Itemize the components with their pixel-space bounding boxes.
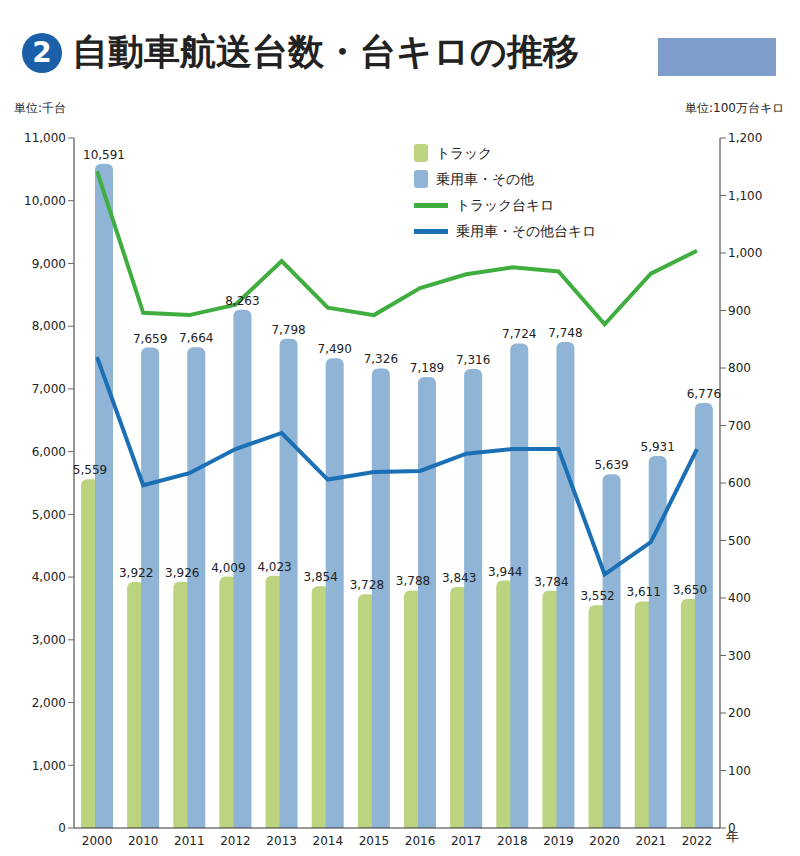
- svg-text:1,000: 1,000: [728, 246, 762, 260]
- svg-text:2,000: 2,000: [32, 696, 66, 710]
- svg-text:11,000: 11,000: [24, 131, 66, 145]
- svg-text:900: 900: [728, 304, 751, 318]
- svg-text:2012: 2012: [220, 834, 251, 848]
- svg-text:5,559: 5,559: [73, 463, 107, 477]
- svg-text:2014: 2014: [313, 834, 344, 848]
- svg-text:3,611: 3,611: [627, 585, 661, 599]
- svg-text:300: 300: [728, 649, 751, 663]
- svg-text:700: 700: [728, 419, 751, 433]
- svg-text:600: 600: [728, 476, 751, 490]
- svg-text:2017: 2017: [451, 834, 482, 848]
- svg-text:800: 800: [728, 361, 751, 375]
- svg-text:2018: 2018: [497, 834, 528, 848]
- svg-text:2015: 2015: [359, 834, 390, 848]
- svg-text:2013: 2013: [266, 834, 297, 848]
- svg-text:2020: 2020: [589, 834, 620, 848]
- svg-text:2011: 2011: [174, 834, 205, 848]
- svg-text:1,100: 1,100: [728, 189, 762, 203]
- svg-text:2022: 2022: [682, 834, 713, 848]
- svg-text:3,000: 3,000: [32, 633, 66, 647]
- svg-text:400: 400: [728, 591, 751, 605]
- svg-text:1,200: 1,200: [728, 131, 762, 145]
- svg-text:3,926: 3,926: [165, 566, 199, 580]
- svg-text:7,000: 7,000: [32, 382, 66, 396]
- svg-text:7,664: 7,664: [179, 331, 213, 345]
- svg-text:5,639: 5,639: [594, 458, 628, 472]
- svg-text:3,552: 3,552: [580, 589, 614, 603]
- svg-text:7,326: 7,326: [364, 352, 398, 366]
- svg-text:0: 0: [58, 821, 66, 835]
- svg-text:10,591: 10,591: [83, 148, 125, 162]
- svg-text:0: 0: [728, 821, 736, 835]
- svg-text:3,784: 3,784: [534, 575, 568, 589]
- svg-text:3,922: 3,922: [119, 566, 153, 580]
- svg-text:1,000: 1,000: [32, 759, 66, 773]
- svg-text:7,724: 7,724: [502, 327, 536, 341]
- svg-text:3,854: 3,854: [304, 570, 338, 584]
- svg-text:3,728: 3,728: [350, 578, 384, 592]
- svg-text:6,000: 6,000: [32, 445, 66, 459]
- svg-text:7,748: 7,748: [548, 326, 582, 340]
- svg-text:3,944: 3,944: [488, 565, 522, 579]
- svg-text:4,009: 4,009: [211, 561, 245, 575]
- svg-text:3,650: 3,650: [673, 583, 707, 597]
- svg-text:8,000: 8,000: [32, 319, 66, 333]
- svg-text:3,843: 3,843: [442, 571, 476, 585]
- svg-text:8,263: 8,263: [225, 294, 259, 308]
- svg-text:3,788: 3,788: [396, 574, 430, 588]
- svg-text:4,000: 4,000: [32, 570, 66, 584]
- svg-text:100: 100: [728, 764, 751, 778]
- svg-text:7,316: 7,316: [456, 353, 490, 367]
- svg-text:7,798: 7,798: [271, 323, 305, 337]
- svg-text:5,931: 5,931: [641, 440, 675, 454]
- svg-text:7,490: 7,490: [318, 342, 352, 356]
- svg-text:7,189: 7,189: [410, 361, 444, 375]
- svg-text:2010: 2010: [128, 834, 159, 848]
- svg-text:2019: 2019: [543, 834, 574, 848]
- svg-text:2000: 2000: [82, 834, 113, 848]
- svg-text:500: 500: [728, 534, 751, 548]
- svg-text:6,776: 6,776: [687, 387, 721, 401]
- svg-text:5,000: 5,000: [32, 508, 66, 522]
- svg-text:7,659: 7,659: [133, 332, 167, 346]
- svg-text:200: 200: [728, 706, 751, 720]
- svg-text:10,000: 10,000: [24, 194, 66, 208]
- svg-text:4,023: 4,023: [257, 560, 291, 574]
- svg-text:9,000: 9,000: [32, 257, 66, 271]
- svg-text:2021: 2021: [636, 834, 667, 848]
- svg-text:2016: 2016: [405, 834, 436, 848]
